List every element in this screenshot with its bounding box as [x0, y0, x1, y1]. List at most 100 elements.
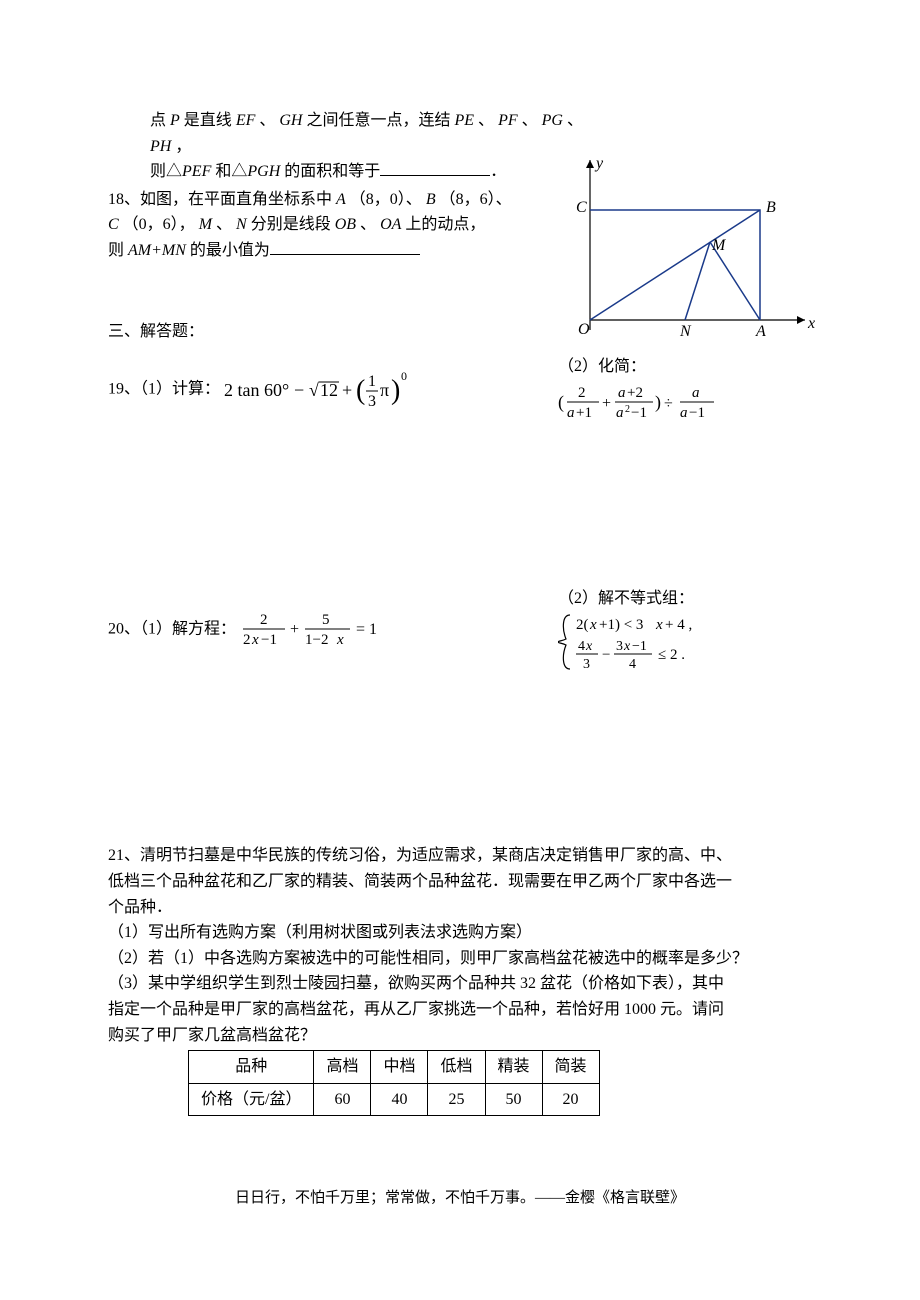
blank [380, 175, 490, 176]
svg-text:−1: −1 [632, 639, 647, 654]
t: 和△ [215, 163, 247, 180]
q21-l3: 个品种． [108, 895, 815, 921]
var-P: P [170, 112, 180, 129]
svg-text:≤ 2 .: ≤ 2 . [658, 647, 685, 663]
t: 18、如图，在平面直角坐标系中 [108, 191, 332, 208]
label: 19、（1）计算： [108, 381, 220, 398]
svg-text:π: π [380, 380, 389, 400]
t: 、 [216, 216, 236, 233]
svg-text:3: 3 [368, 393, 376, 410]
svg-text:4: 4 [578, 639, 585, 654]
math-19-2: ( 2 a +1 + a +2 a 2 −1 ) ÷ [558, 380, 758, 426]
cell: 50 [485, 1083, 542, 1116]
svg-text:5: 5 [322, 612, 330, 628]
t: 、 [522, 112, 538, 129]
q21-l7: 指定一个品种是甲厂家的高档盆花，再从乙厂家挑选一个品种，若恰好用 1000 元。… [108, 997, 815, 1023]
svg-text:3: 3 [616, 639, 623, 654]
svg-text:): ) [655, 392, 661, 413]
svg-text:√: √ [309, 380, 319, 400]
svg-text:+: + [290, 621, 299, 638]
q20: 20、（1）解方程： 2 2 x −1 + 5 1−2 x = 1 （2）解不等 [108, 586, 815, 674]
svg-text:x: x [623, 639, 631, 654]
price-table: 品种 高档 中档 低档 精装 简装 价格（元/盆） 60 40 25 50 20 [188, 1050, 600, 1116]
q18: 18、如图，在平面直角坐标系中 A （8，0）、 B （8，6）、 C （0，6… [108, 187, 558, 264]
q20-part1: 20、（1）解方程： 2 2 x −1 + 5 1−2 x = 1 [108, 608, 558, 652]
svg-text:+ 4 ,: + 4 , [665, 617, 692, 633]
t: 的面积和等于 [284, 163, 380, 180]
svg-text:2: 2 [260, 612, 268, 628]
t: 、 [259, 112, 275, 129]
svg-text:−1: −1 [261, 632, 277, 648]
t: （8，0）、 [350, 191, 422, 208]
svg-text:−1: −1 [689, 405, 705, 421]
svg-text:2: 2 [578, 385, 586, 401]
svg-text:x: x [655, 617, 663, 633]
table-row: 品种 高档 中档 低档 精装 简装 [189, 1051, 600, 1084]
var-PF: PF [498, 112, 518, 129]
svg-text:N: N [679, 323, 692, 340]
svg-text:2 tan 60°: 2 tan 60° [224, 380, 289, 400]
q20-part2: （2）解不等式组： 2( x +1) < 3 x + 4 , 4 x 3 − [558, 586, 815, 674]
svg-text:12: 12 [320, 380, 338, 400]
var-GH: GH [279, 112, 302, 129]
svg-text:2: 2 [243, 632, 251, 648]
svg-text:y: y [594, 155, 604, 172]
blank [270, 254, 420, 255]
svg-text:a: a [618, 385, 626, 401]
page: 点 P 是直线 EF 、 GH 之间任意一点，连结 PE 、 PF 、 PG 、… [0, 0, 920, 1300]
cell: 高档 [314, 1051, 371, 1084]
cell: 40 [371, 1083, 428, 1116]
cell: 低档 [428, 1051, 485, 1084]
q21-l4: （1）写出所有选购方案（利用树状图或列表法求选购方案） [108, 920, 815, 946]
var-EF: EF [236, 112, 256, 129]
var-PG: PG [542, 112, 563, 129]
t: 、 [360, 216, 376, 233]
label: （2）解不等式组： [558, 590, 694, 607]
q17-continued: 点 P 是直线 EF 、 GH 之间任意一点，连结 PE 、 PF 、 PG 、… [108, 108, 600, 185]
svg-text:2: 2 [625, 404, 630, 415]
coordinate-diagram: y x O A B C M N [560, 150, 820, 350]
svg-text:a: a [692, 385, 700, 401]
svg-text:+: + [342, 380, 352, 400]
svg-text:+1) < 3: +1) < 3 [599, 617, 643, 633]
t: 则△ [150, 163, 182, 180]
q21: 21、清明节扫墓是中华民族的传统习俗，为适应需求，某商店决定销售甲厂家的高、中、… [108, 843, 815, 1116]
var-PEF: PEF [182, 163, 211, 180]
t: 是直线 [184, 112, 232, 129]
cell: 中档 [371, 1051, 428, 1084]
svg-text:a: a [567, 405, 575, 421]
math-20-2: 2( x +1) < 3 x + 4 , 4 x 3 − 3 x −1 4 [558, 611, 748, 673]
svg-text:1−2: 1−2 [305, 632, 328, 648]
svg-text:+1: +1 [576, 405, 592, 421]
diagram-svg: y x O A B C M N [560, 150, 820, 350]
svg-text:(: ( [558, 392, 564, 413]
var-PGH: PGH [247, 163, 280, 180]
svg-text:+: + [602, 395, 611, 412]
t: 之间任意一点，连结 [306, 112, 450, 129]
t: 上的动点， [405, 216, 485, 233]
table-row: 价格（元/盆） 60 40 25 50 20 [189, 1083, 600, 1116]
label: 20、（1）解方程： [108, 620, 236, 637]
var-B: B [426, 191, 436, 208]
svg-text:O: O [578, 321, 590, 338]
svg-text:): ) [391, 375, 400, 406]
t: （8，6）、 [440, 191, 512, 208]
svg-text:a: a [616, 405, 624, 421]
cell: 简装 [542, 1051, 599, 1084]
var-PE: PE [455, 112, 475, 129]
t: 、 [567, 112, 583, 129]
svg-text:3: 3 [583, 657, 590, 672]
var-PH: PH [150, 138, 171, 155]
label: （2）化简： [558, 358, 646, 375]
t: 的最小值为 [190, 242, 270, 259]
svg-text:x: x [807, 315, 815, 332]
t: 分别是线段 [251, 216, 331, 233]
var-A: A [336, 191, 346, 208]
svg-text:x: x [251, 632, 259, 648]
svg-text:A: A [755, 323, 766, 340]
svg-text:−1: −1 [631, 405, 647, 421]
svg-text:M: M [711, 237, 727, 254]
q21-l6: （3）某中学组织学生到烈士陵园扫墓，欲购买两个品种共 32 盆花（价格如下表），… [108, 971, 815, 997]
svg-text:x: x [585, 639, 593, 654]
svg-text:0: 0 [401, 369, 407, 383]
